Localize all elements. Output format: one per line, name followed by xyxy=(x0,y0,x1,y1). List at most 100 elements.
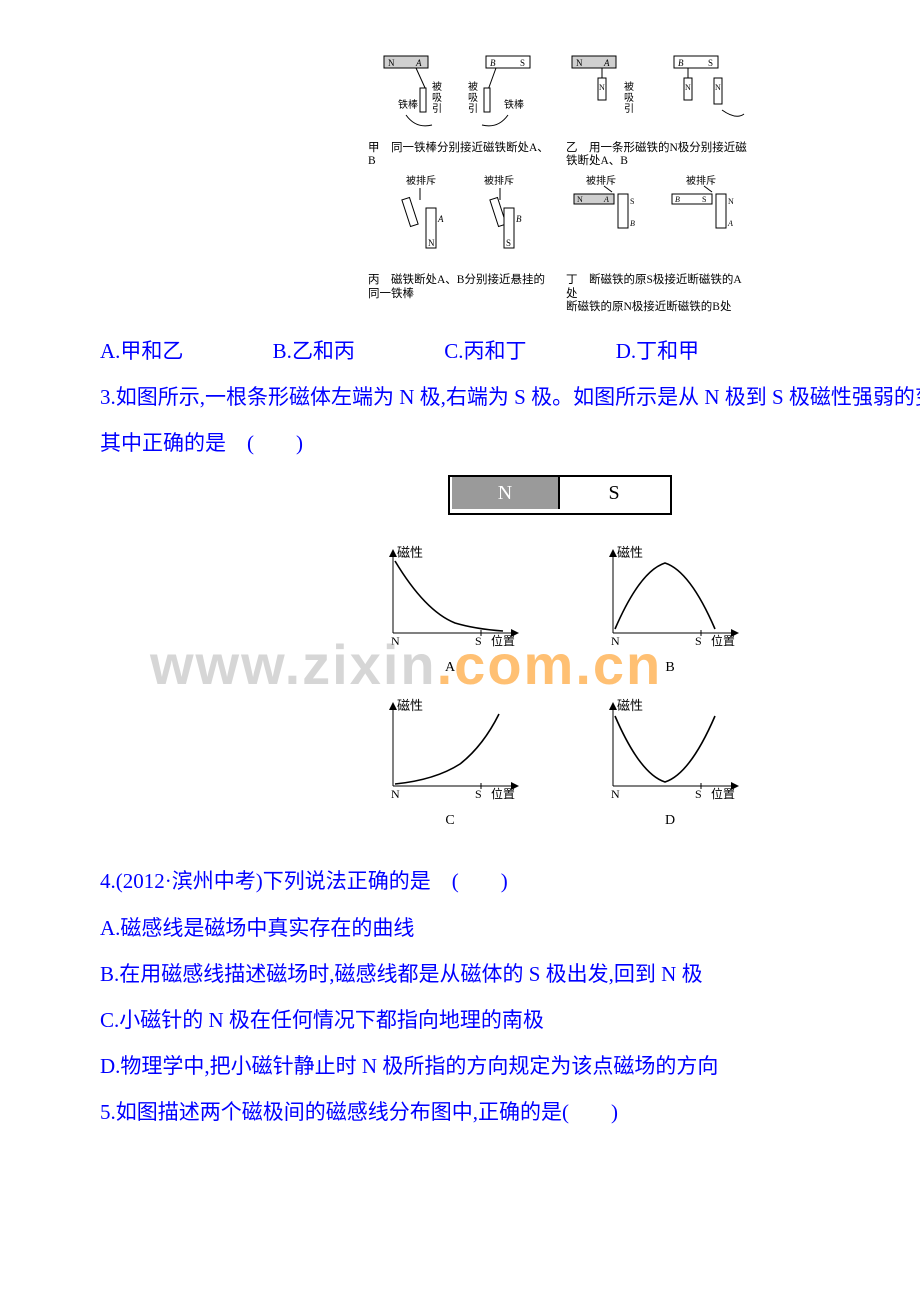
svg-text:被排斥: 被排斥 xyxy=(484,174,514,187)
axes-svg-d: 磁性 N S 位置 xyxy=(585,694,755,804)
axes-grid: 磁性 N S 位置 A 磁性 N S 位置 B xyxy=(350,541,770,847)
svg-text:磁性: 磁性 xyxy=(617,698,643,713)
svg-text:N: N xyxy=(611,634,620,648)
q2-option-b-text: 乙和丙 xyxy=(292,328,355,374)
svg-text:S: S xyxy=(475,634,482,648)
axes-label-c: C xyxy=(350,806,550,837)
axes-cell-b: 磁性 N S 位置 B xyxy=(570,541,770,684)
svg-text:S: S xyxy=(506,238,511,248)
axes-svg-b: 磁性 N S 位置 xyxy=(585,541,755,651)
svg-text:N: N xyxy=(685,83,691,92)
svg-text:S: S xyxy=(695,787,702,801)
svg-text:位置: 位置 xyxy=(491,633,515,648)
svg-text:被: 被 xyxy=(624,80,634,93)
svg-text:B: B xyxy=(675,195,680,204)
svg-text:B: B xyxy=(678,58,684,68)
bar-magnet-n: N xyxy=(452,477,560,509)
q4-choice-c: C.小磁针的 N 极在任何情况下都指向地理的南极 xyxy=(100,997,920,1043)
svg-text:A: A xyxy=(603,195,609,204)
exp-caption-bing: 丙 磁铁断处A、B分别接近悬挂的同一铁棒 xyxy=(366,274,556,300)
axes-label-b: B xyxy=(570,653,770,684)
bar-magnet-s: S xyxy=(560,477,668,509)
q2-figure: NA BS 铁棒 被吸引 被吸引 铁棒 甲 同一铁棒分别接近磁铁断处A、B xyxy=(100,48,920,316)
svg-text:铁棒: 铁棒 xyxy=(398,98,418,111)
exp-svg-yi: N A B S N N N 被吸引 xyxy=(564,50,754,140)
svg-text:N: N xyxy=(391,787,400,801)
svg-text:B: B xyxy=(490,58,496,68)
svg-text:S: S xyxy=(475,787,482,801)
axes-svg-c: 磁性 N S 位置 xyxy=(365,694,535,804)
svg-text:N: N xyxy=(428,238,435,248)
svg-text:位置: 位置 xyxy=(711,786,735,801)
exp-cell-bing: 被排斥 被排斥 A N B S 丙 磁铁断处A、B分别接近悬挂的同一铁棒 xyxy=(362,170,560,316)
svg-text:引: 引 xyxy=(624,103,634,115)
bar-magnet: NS xyxy=(448,475,672,515)
exp-caption-yi: 乙 用一条形磁铁的N极分别接近磁铁断处A、B xyxy=(564,142,754,168)
q3-figure: NS www.zixin.com.cn 磁性 N S 位置 A xyxy=(100,475,920,847)
exp-svg-bing: 被排斥 被排斥 A N B S xyxy=(376,172,546,272)
svg-text:N: N xyxy=(388,58,395,68)
svg-text:N: N xyxy=(577,195,583,204)
exp-cell-jia: NA BS 铁棒 被吸引 被吸引 铁棒 甲 同一铁棒分别接近磁铁断处A、B xyxy=(362,48,560,170)
q4-stem: 4.(2012·滨州中考)下列说法正确的是 ( ) xyxy=(100,858,920,904)
axes-cell-a: 磁性 N S 位置 A xyxy=(350,541,550,684)
axes-label-a: A xyxy=(350,653,550,684)
svg-text:A: A xyxy=(437,214,444,224)
exp-svg-ding: 被排斥 被排斥 N A S B B S N A xyxy=(564,172,764,272)
q2-option-c: C.丙和丁 xyxy=(444,328,568,374)
svg-text:N: N xyxy=(599,83,605,92)
svg-text:N: N xyxy=(611,787,620,801)
svg-text:被排斥: 被排斥 xyxy=(586,174,616,187)
exp-caption-jia: 甲 同一铁棒分别接近磁铁断处A、B xyxy=(366,142,556,168)
svg-text:B: B xyxy=(630,219,635,228)
exp-cell-yi: NA BS N N N 被吸引 乙 用一条形磁铁的N极分别接近磁铁断 xyxy=(560,48,758,170)
q4-choice-b: B.在用磁感线描述磁场时,磁感线都是从磁体的 S 极出发,回到 N 极 xyxy=(100,951,920,997)
q4-choice-d: D.物理学中,把小磁针静止时 N 极所指的方向规定为该点磁场的方向 xyxy=(100,1043,920,1089)
q3-stem: 3.如图所示,一根条形磁体左端为 N 极,右端为 S 极。如图所示是从 N 极到… xyxy=(100,374,920,466)
svg-text:S: S xyxy=(630,197,634,206)
svg-text:N: N xyxy=(728,197,734,206)
svg-text:A: A xyxy=(415,58,422,68)
axes-label-d: D xyxy=(570,806,770,837)
exp-svg-jia: NA BS 铁棒 被吸引 被吸引 铁棒 xyxy=(376,50,546,140)
svg-text:吸: 吸 xyxy=(624,93,634,104)
svg-text:铁棒: 铁棒 xyxy=(504,98,524,111)
exp-caption-ding: 丁 断磁铁的原S极接近断磁铁的A处 断磁铁的原N极接近断磁铁的B处 xyxy=(564,274,754,314)
q2-option-a: A.甲和乙 xyxy=(100,328,225,374)
svg-text:位置: 位置 xyxy=(491,786,515,801)
svg-text:B: B xyxy=(516,214,522,224)
exp-cell-ding: 被排斥 被排斥 NA S B BS N A 丁 断 xyxy=(560,170,758,316)
svg-text:磁性: 磁性 xyxy=(397,545,423,560)
svg-text:被排斥: 被排斥 xyxy=(406,174,436,187)
svg-text:引: 引 xyxy=(432,103,442,115)
axes-cell-d: 磁性 N S 位置 D xyxy=(570,694,770,837)
q2-option-a-text: 甲和乙 xyxy=(120,328,183,374)
experiment-grid: NA BS 铁棒 被吸引 被吸引 铁棒 甲 同一铁棒分别接近磁铁断处A、B xyxy=(362,48,758,316)
svg-text:N: N xyxy=(391,634,400,648)
q2-option-b: B.乙和丙 xyxy=(273,328,397,374)
svg-text:A: A xyxy=(603,58,610,68)
svg-text:被: 被 xyxy=(468,80,478,93)
svg-text:S: S xyxy=(702,195,706,204)
svg-text:吸: 吸 xyxy=(468,93,478,104)
svg-text:S: S xyxy=(695,634,702,648)
svg-text:S: S xyxy=(708,58,713,68)
q5-stem: 5.如图描述两个磁极间的磁感线分布图中,正确的是( ) xyxy=(100,1089,920,1135)
svg-text:引: 引 xyxy=(468,103,478,115)
q2-options: A.甲和乙 B.乙和丙 C.丙和丁 D.丁和甲 xyxy=(100,328,920,374)
q2-option-c-text: 丙和丁 xyxy=(463,328,526,374)
svg-text:A: A xyxy=(727,219,733,228)
q2-option-d: D.丁和甲 xyxy=(616,328,741,374)
q2-option-d-text: 丁和甲 xyxy=(636,328,699,374)
axes-cell-c: 磁性 N S 位置 C xyxy=(350,694,550,837)
axes-svg-a: 磁性 N S 位置 xyxy=(365,541,535,651)
svg-text:被排斥: 被排斥 xyxy=(686,174,716,187)
svg-text:S: S xyxy=(520,58,525,68)
svg-text:磁性: 磁性 xyxy=(397,698,423,713)
svg-text:N: N xyxy=(715,83,721,92)
svg-text:被: 被 xyxy=(432,80,442,93)
q4-choice-a: A.磁感线是磁场中真实存在的曲线 xyxy=(100,905,920,951)
svg-text:磁性: 磁性 xyxy=(617,545,643,560)
svg-text:N: N xyxy=(576,58,583,68)
svg-text:位置: 位置 xyxy=(711,633,735,648)
